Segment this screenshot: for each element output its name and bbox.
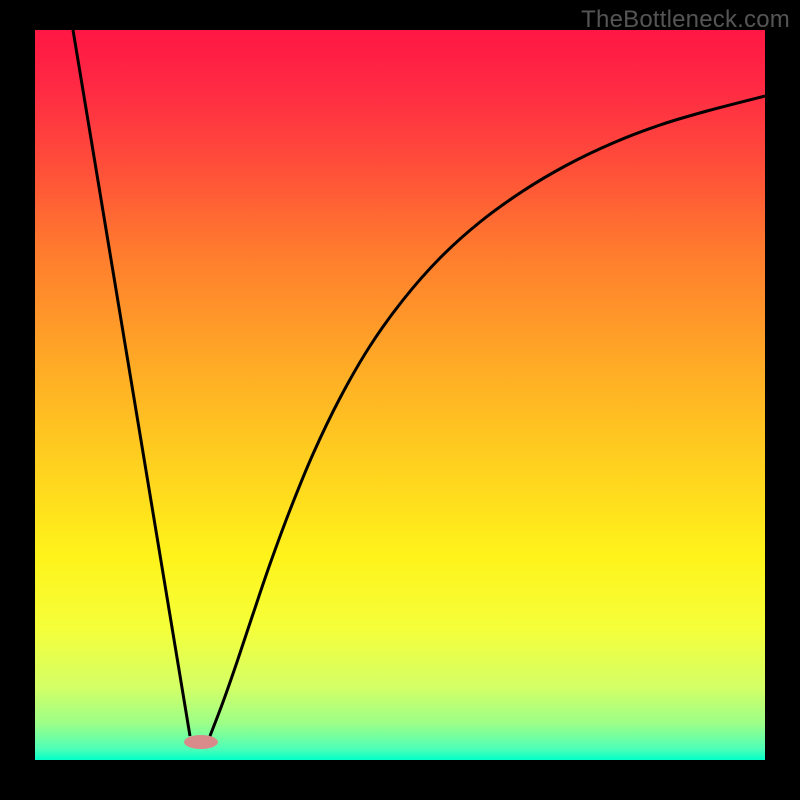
plot-area bbox=[35, 30, 765, 760]
chart-svg bbox=[35, 30, 765, 760]
bottleneck-marker bbox=[184, 735, 218, 749]
chart-container: TheBottleneck.com bbox=[0, 0, 800, 800]
gradient-background bbox=[35, 30, 765, 760]
